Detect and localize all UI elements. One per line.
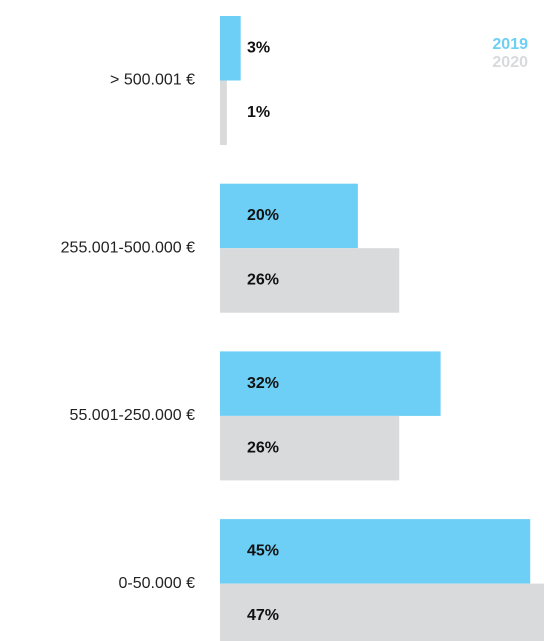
bar bbox=[220, 16, 241, 81]
bar bbox=[220, 415, 400, 481]
legend-entry: 2019 bbox=[492, 36, 528, 53]
bar bbox=[220, 351, 441, 416]
bar bbox=[220, 519, 531, 584]
value-label: 3% bbox=[247, 39, 270, 56]
value-label: 26% bbox=[247, 272, 279, 289]
value-label: 32% bbox=[247, 375, 279, 392]
value-label: 45% bbox=[247, 543, 279, 560]
category-label: > 500.001 € bbox=[110, 72, 195, 89]
bar bbox=[220, 248, 400, 313]
bar bbox=[220, 183, 358, 249]
category-label: 55.001-250.000 € bbox=[70, 407, 196, 424]
category-label: 255.001-500.000 € bbox=[61, 239, 195, 256]
category-label: 0-50.000 € bbox=[118, 575, 195, 592]
legend-entry: 2020 bbox=[492, 54, 528, 71]
bar bbox=[220, 80, 227, 145]
value-label: 47% bbox=[247, 607, 279, 624]
value-label: 20% bbox=[247, 207, 279, 224]
bar bbox=[220, 583, 544, 641]
value-label: 1% bbox=[247, 104, 270, 121]
value-label: 26% bbox=[247, 439, 279, 456]
